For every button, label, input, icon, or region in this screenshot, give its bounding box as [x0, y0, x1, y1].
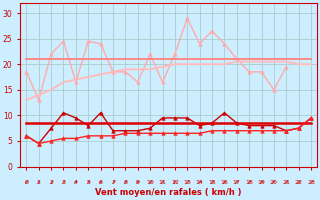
Text: →: →: [109, 178, 116, 184]
Text: →: →: [72, 178, 79, 184]
Text: →: →: [134, 178, 141, 184]
Text: →: →: [60, 178, 67, 184]
Text: →: →: [295, 178, 302, 184]
Text: →: →: [270, 178, 277, 184]
Text: →: →: [196, 178, 203, 184]
X-axis label: Vent moyen/en rafales ( km/h ): Vent moyen/en rafales ( km/h ): [95, 188, 242, 197]
Text: →: →: [97, 178, 104, 184]
Text: →: →: [283, 178, 290, 184]
Text: →: →: [221, 178, 228, 184]
Text: →: →: [209, 178, 215, 184]
Text: →: →: [159, 178, 166, 184]
Text: →: →: [246, 178, 252, 184]
Text: →: →: [48, 178, 54, 184]
Text: →: →: [184, 178, 191, 184]
Text: →: →: [258, 178, 265, 184]
Text: →: →: [23, 178, 30, 184]
Text: →: →: [35, 178, 42, 184]
Text: →: →: [172, 178, 178, 184]
Text: →: →: [233, 178, 240, 184]
Text: →: →: [147, 178, 154, 184]
Text: →: →: [308, 178, 315, 184]
Text: →: →: [85, 178, 92, 184]
Text: →: →: [122, 178, 129, 184]
